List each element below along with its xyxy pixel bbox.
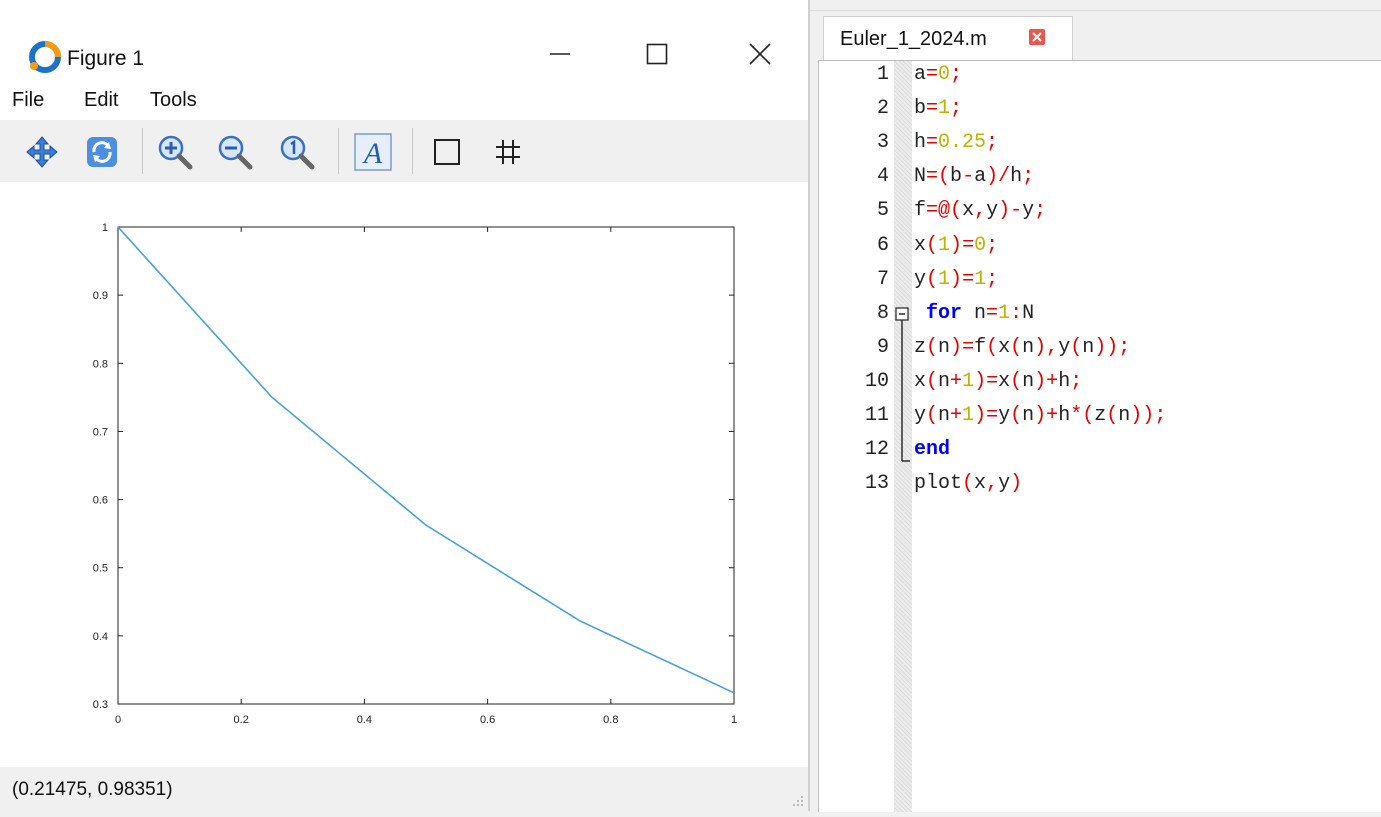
- line-number: 7: [876, 267, 889, 291]
- code-line[interactable]: x(n+1)=x(n)+h;: [914, 369, 1083, 393]
- tab-close-button[interactable]: [1029, 29, 1045, 45]
- cursor-coordinates: (0.21475, 0.98351): [12, 779, 173, 800]
- zoom-reset-button[interactable]: [277, 132, 317, 172]
- line-number: 11: [864, 404, 889, 427]
- zoom-reset-icon: [280, 135, 315, 170]
- window-top-strip: [0, 0, 808, 14]
- zoom-in-button[interactable]: [155, 132, 195, 172]
- x-tick-label: 0: [115, 714, 121, 726]
- axes: 0 0.2 0.4 0.6 0.8 1 0.3 0.4 0.5 0.6 0.7 0.8 0.9 1: [93, 222, 737, 726]
- x-tick-label: 0.8: [603, 714, 618, 726]
- y-tick-label: 0.6: [93, 495, 108, 507]
- code-line[interactable]: N=(b-a)/h;: [914, 165, 1035, 189]
- y-tick-label: 0.9: [93, 290, 108, 302]
- line-number: 10: [864, 369, 889, 393]
- code-line[interactable]: h=0.25;: [914, 131, 999, 155]
- x-tick-label: 1: [731, 714, 737, 726]
- menu-edit[interactable]: Edit: [84, 89, 119, 111]
- line-number: 6: [876, 233, 889, 257]
- line-number: 13: [864, 472, 889, 496]
- menu-tools[interactable]: Tools: [150, 89, 197, 111]
- code-editor: Euler_1_2024.m 1 2 3 4 5 6 7 8 9 10 11 12 13 a=0; b=1…: [810, 0, 1381, 812]
- maximize-button[interactable]: [627, 34, 687, 74]
- line-number-gutter: 1 2 3 4 5 6 7 8 9 10 11 12 13: [819, 61, 894, 812]
- line-number: 12: [864, 438, 889, 462]
- line-number: 3: [876, 131, 889, 155]
- y-tick-label: 0.4: [93, 631, 108, 643]
- svg-text:A: A: [362, 137, 383, 170]
- code-line[interactable]: x(1)=0;: [914, 233, 999, 257]
- y-tick-label: 0.5: [93, 563, 108, 575]
- code-line[interactable]: a=0;: [914, 63, 963, 86]
- minimize-icon: [550, 53, 570, 55]
- toggle-box-button[interactable]: [427, 132, 467, 172]
- code-area[interactable]: 1 2 3 4 5 6 7 8 9 10 11 12 13 a=0; b=1; h=0.25; N=(b-a)…: [818, 60, 1381, 812]
- code-line[interactable]: for n=1:N: [926, 301, 1035, 325]
- line-number: 9: [876, 335, 889, 359]
- tab-euler-file[interactable]: Euler_1_2024.m: [823, 16, 1073, 61]
- editor-top-strip: [810, 0, 1381, 11]
- toolbar-separator: [142, 128, 143, 174]
- code-line[interactable]: b=1;: [914, 97, 963, 121]
- line-number: 4: [876, 165, 889, 189]
- zoom-out-icon: [218, 135, 253, 170]
- figure-window: Figure 1 File Edit Tools: [0, 0, 808, 811]
- fold-margin: [894, 61, 912, 812]
- window-divider: [808, 0, 810, 811]
- close-button[interactable]: [730, 34, 790, 74]
- line-number: 5: [876, 199, 889, 223]
- y-tick-label: 0.8: [93, 358, 108, 370]
- code-line[interactable]: f=@(x,y)-y;: [914, 199, 1047, 223]
- toggle-grid-button[interactable]: [488, 132, 528, 172]
- series-line: [117, 226, 735, 694]
- tab-label: Euler_1_2024.m: [840, 28, 987, 50]
- y-tick-label: 0.3: [93, 699, 108, 711]
- fold-marker[interactable]: [894, 61, 912, 812]
- toolbar-separator: [338, 128, 339, 174]
- insert-text-icon: A: [354, 133, 392, 171]
- menu-file[interactable]: File: [12, 89, 45, 111]
- resize-grip-icon[interactable]: [790, 793, 804, 807]
- figure-title: Figure 1: [67, 47, 145, 70]
- plot-canvas[interactable]: 0 0.2 0.4 0.6 0.8 1 0.3 0.4 0.5 0.6 0.7 0.8 0.9 1: [0, 182, 808, 767]
- y-tick-label: 0.7: [93, 426, 108, 438]
- x-tick-label: 0.6: [480, 714, 495, 726]
- code-line[interactable]: end: [914, 438, 951, 462]
- code-line[interactable]: y(1)=1;: [914, 267, 999, 291]
- zoom-in-icon: [158, 135, 193, 170]
- x-tick-label: 0.2: [234, 714, 249, 726]
- rotate-icon: [87, 137, 117, 167]
- toggle-grid-icon: [496, 140, 520, 164]
- rotate-button[interactable]: [82, 132, 122, 172]
- figure-titlebar[interactable]: Figure 1: [0, 14, 808, 84]
- code-line[interactable]: plot(x,y): [914, 472, 1023, 496]
- insert-text-button[interactable]: A: [353, 132, 393, 172]
- status-bar: (0.21475, 0.98351): [0, 767, 808, 811]
- y-tick-label: 1: [102, 222, 108, 234]
- axes-box: [117, 226, 735, 705]
- line-number: 8: [876, 301, 889, 325]
- pan-button[interactable]: [22, 132, 62, 172]
- line-number: 2: [876, 97, 889, 121]
- figure-toolbar: A: [0, 120, 808, 182]
- toggle-axes-box-icon: [434, 139, 460, 165]
- line-number: 1: [876, 63, 889, 86]
- maximize-icon: [646, 43, 668, 65]
- code-line[interactable]: z(n)=f(x(n),y(n));: [914, 335, 1131, 359]
- pan-icon: [26, 136, 58, 168]
- close-icon: [749, 43, 771, 65]
- toolbar-separator: [412, 128, 413, 174]
- close-icon: [1032, 32, 1042, 42]
- menu-bar: File Edit Tools: [0, 84, 808, 120]
- code-line[interactable]: y(n+1)=y(n)+h*(z(n));: [914, 404, 1167, 427]
- x-tick-label: 0.4: [357, 714, 372, 726]
- octave-logo-icon: [29, 41, 61, 73]
- zoom-out-button[interactable]: [215, 132, 255, 172]
- minimize-button[interactable]: [530, 34, 590, 74]
